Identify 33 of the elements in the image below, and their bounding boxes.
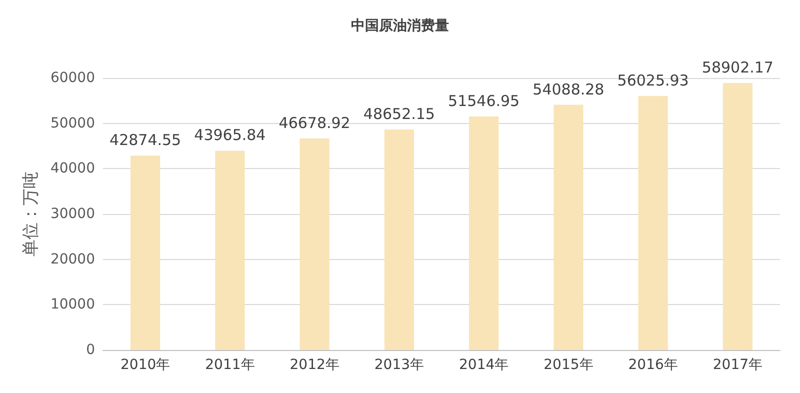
bar: [722, 82, 752, 350]
chart-title: 中国原油消费量: [351, 18, 449, 34]
data-label: 43965.84: [194, 126, 266, 144]
bar: [638, 96, 668, 350]
y-tick-label: 0: [86, 342, 95, 358]
y-tick-label: 10000: [50, 296, 95, 313]
y-tick-label: 30000: [50, 206, 95, 222]
bar: [130, 156, 160, 350]
bar: [384, 129, 414, 350]
data-label: 42874.55: [110, 131, 182, 150]
x-tick-label: 2010年: [120, 357, 170, 373]
x-tick-label: 2011年: [205, 357, 255, 373]
data-label: 51546.95: [448, 92, 520, 110]
y-tick-label: 40000: [50, 160, 95, 177]
data-label: 46678.92: [278, 114, 350, 132]
bar: [469, 116, 499, 350]
bar: [554, 104, 584, 350]
x-tick-label: 2016年: [628, 357, 678, 373]
data-label: 48652.15: [363, 104, 435, 123]
x-tick-label: 2014年: [458, 357, 509, 373]
x-tick-label: 2015年: [544, 357, 594, 373]
y-tick-label: 60000: [50, 70, 95, 86]
data-label: 56025.93: [617, 72, 689, 90]
x-tick-label: 2013年: [374, 357, 424, 373]
y-axis-title: 单位：万吨: [21, 172, 42, 256]
data-label: 54088.28: [532, 80, 604, 98]
bar: [300, 138, 330, 350]
bar: [215, 150, 245, 350]
y-tick-label: 50000: [50, 115, 95, 132]
data-label: 58902.17: [702, 58, 774, 76]
x-tick-label: 2012年: [290, 357, 340, 373]
y-tick-label: 20000: [50, 251, 95, 268]
x-tick-label: 2017年: [712, 357, 763, 373]
